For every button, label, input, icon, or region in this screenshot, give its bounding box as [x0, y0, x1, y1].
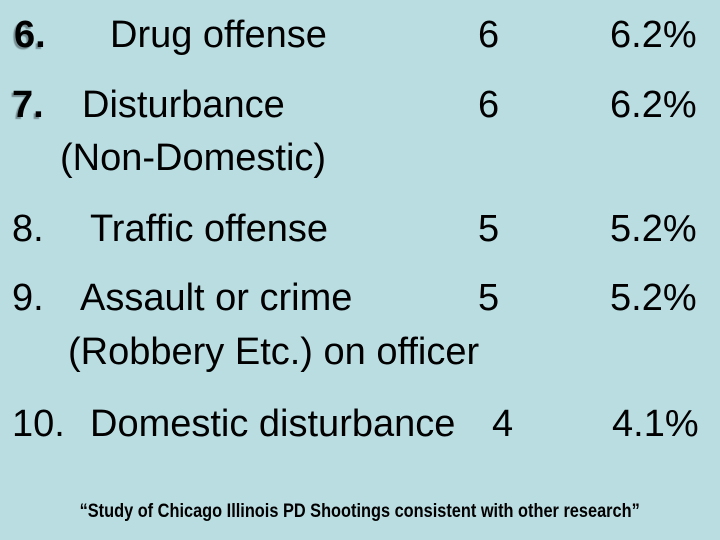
item-label-line2: (Non-Domestic) [60, 137, 327, 179]
item-count: 5 [478, 277, 500, 319]
item-number: 7. [12, 84, 44, 126]
item-label: Disturbance [82, 84, 285, 126]
item-count: 4 [492, 403, 514, 445]
item-count: 5 [478, 208, 500, 250]
footer-citation: “Study of Chicago Illinois PD Shootings … [0, 501, 720, 524]
item-label: Drug offense [110, 14, 327, 56]
item-percent: 4.1% [612, 403, 699, 445]
item-number: 10. [12, 403, 65, 445]
item-label: Domestic disturbance [90, 403, 456, 445]
item-percent: 6.2% [610, 14, 697, 56]
item-label-line2: (Robbery Etc.) on officer [68, 331, 480, 373]
item-label: Assault or crime [80, 277, 353, 319]
item-number: 8. [12, 208, 44, 250]
item-label: Traffic offense [90, 208, 328, 250]
item-number: 9. [12, 277, 44, 319]
item-percent: 5.2% [610, 277, 697, 319]
item-percent: 5.2% [610, 208, 697, 250]
item-count: 6 [478, 84, 500, 126]
item-percent: 6.2% [610, 84, 697, 126]
item-number: 6. [14, 14, 46, 56]
item-count: 6 [478, 14, 500, 56]
footer-citation-text: “Study of Chicago Illinois PD Shootings … [79, 501, 641, 522]
